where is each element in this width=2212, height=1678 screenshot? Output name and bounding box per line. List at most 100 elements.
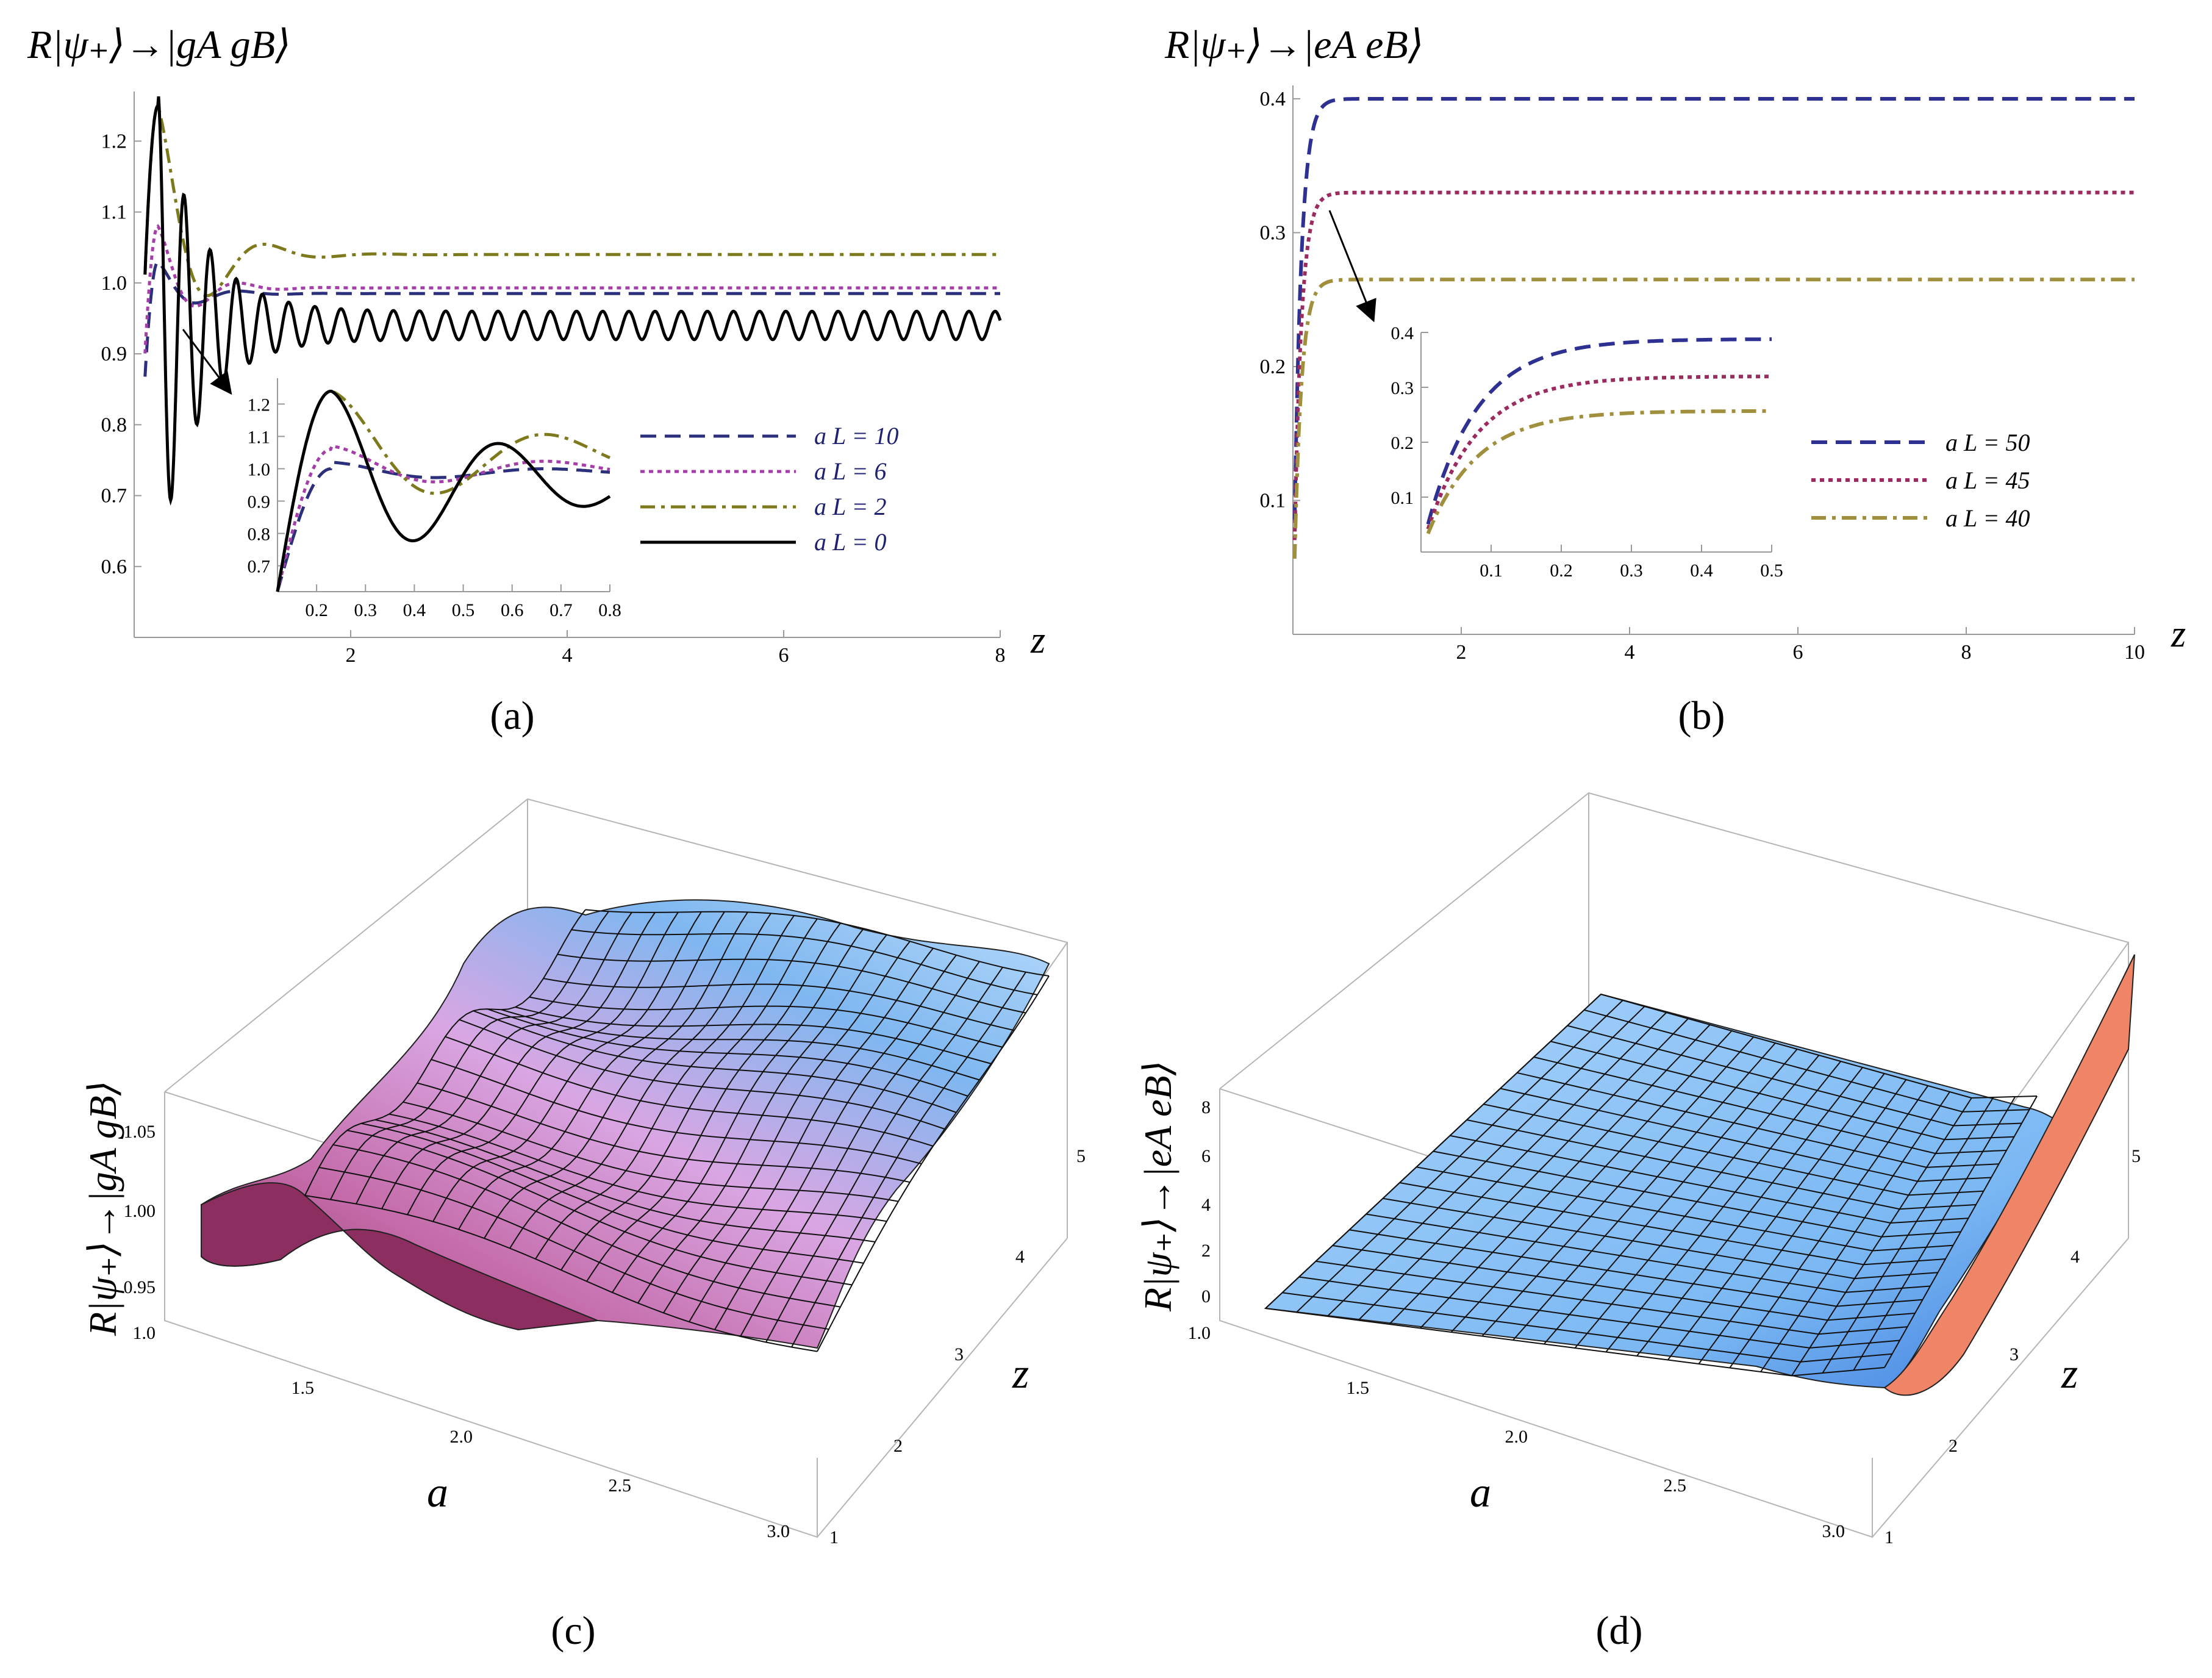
panel-c-mesh-line (374, 1119, 876, 1242)
panel-a-ytick-label: 1.2 (101, 130, 127, 152)
panel-c-mesh-line (304, 1195, 818, 1352)
panel-d-ytick-label: 4 (2071, 1247, 2080, 1267)
panel-b-inset-xtick-label: 0.3 (1620, 561, 1643, 581)
panel-a-inset-ytick-label: 1.0 (248, 459, 271, 479)
panel-b-xtick-label: 2 (1456, 641, 1467, 664)
panel-a-xtick-label: 4 (562, 644, 573, 667)
panel-a-inset-line (276, 389, 611, 592)
panel-a-legend-label: a L = 0 (814, 528, 887, 556)
panel-d-mesh-line (1383, 1197, 1938, 1280)
panel-b-legend: a L = 50 a L = 45 a L = 40 (1811, 429, 2030, 532)
panel-a-legend: a L = 10 a L = 6 a L = 2 a L = 0 (640, 422, 899, 556)
panel-a-ytick-label: 1.1 (101, 201, 127, 224)
panel-c-mesh-line (585, 909, 1050, 977)
panel-c-xtick-label: 3.0 (767, 1521, 790, 1541)
panel-a-legend-label: a L = 2 (814, 493, 887, 520)
panel-a-inset-line (276, 461, 610, 592)
panel-c-ztick-label: 0.95 (124, 1277, 156, 1297)
panel-c: 1.0 1.5 2.0 2.5 3.0 1 2 3 4 5 0.95 1.00 1.05 R|ψ₊⟩→|… (81, 798, 1086, 1653)
panel-d-box-front (1219, 1089, 1873, 1538)
panel-d-ztick-label: 0 (1201, 1286, 1211, 1307)
panel-a-yticks: 0.6 0.7 0.8 0.9 1.0 1.1 1.2 (101, 130, 141, 578)
panel-d-mesh-line (1550, 1041, 2014, 1141)
panel-b-inset-xtick-label: 0.2 (1550, 561, 1573, 581)
panel-c-ticks: 1.0 1.5 2.0 2.5 3.0 1 2 3 4 5 0.95 1.00 1.05 (124, 1122, 1086, 1547)
panel-c-mesh-line (318, 1167, 829, 1330)
panel-b-series-line (1292, 97, 2135, 520)
panel-b-xtick-label: 8 (1961, 641, 1972, 664)
panel-c-box-bottom-right (817, 1238, 1068, 1538)
panel-a-ytick-label: 0.7 (101, 485, 127, 507)
panel-a-xtick-label: 6 (779, 644, 789, 667)
panel-d-mesh-line (1584, 1009, 2030, 1113)
panel-a-series-line (143, 96, 1002, 506)
panel-b-series-line (1292, 190, 2135, 540)
panel-c-mesh-line (403, 1101, 899, 1202)
panel-a-inset-ytick-label: 0.7 (248, 557, 271, 577)
panel-c-xtick-label: 1.5 (292, 1378, 315, 1398)
panel-a-inset-ytick-label: 0.9 (248, 492, 271, 512)
panel-a-inset-xtick-label: 0.8 (598, 600, 621, 620)
panel-d-mesh-line (1365, 1213, 1931, 1293)
panel-d-mesh-line (1399, 1182, 1946, 1266)
panel-c-mesh-line (417, 1082, 911, 1183)
panel-d-ylabel: z (2061, 1350, 2078, 1397)
panel-c-mesh-line (431, 1059, 922, 1164)
panel-c-xtick-label: 2.5 (609, 1475, 632, 1496)
panel-b-inset-line (1426, 337, 1772, 525)
panel-a-inset-ytick-label: 0.8 (248, 525, 271, 545)
panel-d-xtick-label: 2.5 (1664, 1475, 1687, 1496)
panel-c-ytick-label: 5 (1076, 1146, 1086, 1166)
panel-c-mesh-line (529, 996, 1003, 1048)
panel-d-ytick-label: 5 (2131, 1146, 2141, 1166)
panel-b-legend-label: a L = 40 (1945, 504, 2030, 532)
panel-d-ytick-label: 3 (2010, 1344, 2019, 1364)
panel-d-mesh-line (1517, 1072, 1999, 1168)
panel-d-mesh-line (1349, 1229, 1923, 1307)
panel-d-mesh-line (1433, 1150, 1961, 1238)
panel-b-inset-line (1426, 409, 1772, 534)
panel-b-inset-line (1426, 375, 1772, 530)
panel-b-yticks: 0.1 0.2 0.3 0.4 (1260, 88, 1300, 512)
panel-d-surface-rising-edge (1883, 954, 2135, 1396)
panel-d-mesh-line (1567, 1025, 2022, 1127)
panel-a-inset-xtick-label: 0.7 (549, 600, 573, 620)
panel-d-xlabel: a (1470, 1469, 1491, 1516)
panel-b: R|ψ₊⟩→|eA eB⟩ 0.10.20.30.4 2 4 6 8 10 z 0.10… (1164, 23, 2186, 738)
panel-c-mesh-line (543, 978, 1015, 1031)
panel-a-ytick-label: 0.8 (101, 414, 127, 436)
panel-a-xticks: 2 4 6 8 (346, 630, 1006, 667)
panel-b-inset-ticks: 0.1 0.2 0.3 0.4 0.1 0.2 0.3 0.4 0.5 (1391, 323, 1783, 581)
panel-d-mesh-line (1332, 1245, 1916, 1321)
panel-a-ytick-label: 1.0 (101, 272, 127, 295)
panel-c-ytick-label: 1 (829, 1527, 839, 1547)
panel-b-ylabel: R|ψ₊⟩→|eA eB⟩ (1164, 23, 1423, 67)
panel-b-xtick-label: 4 (1625, 641, 1635, 664)
panel-c-xlabel: a (427, 1469, 448, 1516)
panel-a-inset-ytick-label: 1.1 (248, 427, 271, 447)
panel-d-mesh-line (1483, 1103, 1984, 1196)
panel-a-xtick-label: 8 (995, 644, 1006, 667)
panel-b-ytick-label: 0.1 (1260, 489, 1286, 512)
panel-b-inset-ytick-label: 0.3 (1391, 378, 1414, 398)
panel-c-mesh-line (459, 1019, 945, 1130)
panel-d-ytick-label: 1 (1884, 1527, 1894, 1547)
panel-d-box-bottom-right (1872, 1238, 2129, 1538)
panel-d-mesh-line (1500, 1088, 1992, 1182)
panel-d-mesh-line (1416, 1166, 1953, 1252)
panel-c-caption: (c) (551, 1608, 595, 1653)
panel-d-mesh-line (1282, 1292, 1892, 1363)
panel-c-mesh-line (332, 1144, 841, 1308)
panel-a-inset-xtick-label: 0.5 (452, 600, 475, 620)
panel-c-mesh-line (515, 1006, 992, 1064)
panel-d-mesh-line (1533, 1056, 2007, 1155)
panel-b-inset-xtick-label: 0.5 (1760, 561, 1783, 581)
panel-d-box-back (1219, 792, 2129, 1238)
panel-a-inset-series (276, 389, 611, 592)
panel-d-mesh-line (1466, 1119, 1977, 1210)
panel-d-xtick-label: 2.0 (1505, 1427, 1528, 1447)
panel-b-xtick-label: 6 (1793, 641, 1803, 664)
panel-b-inset-ytick-label: 0.4 (1391, 323, 1414, 343)
panel-c-zlabel: R|ψ₊⟩→|gA gB⟩ (81, 1080, 124, 1336)
